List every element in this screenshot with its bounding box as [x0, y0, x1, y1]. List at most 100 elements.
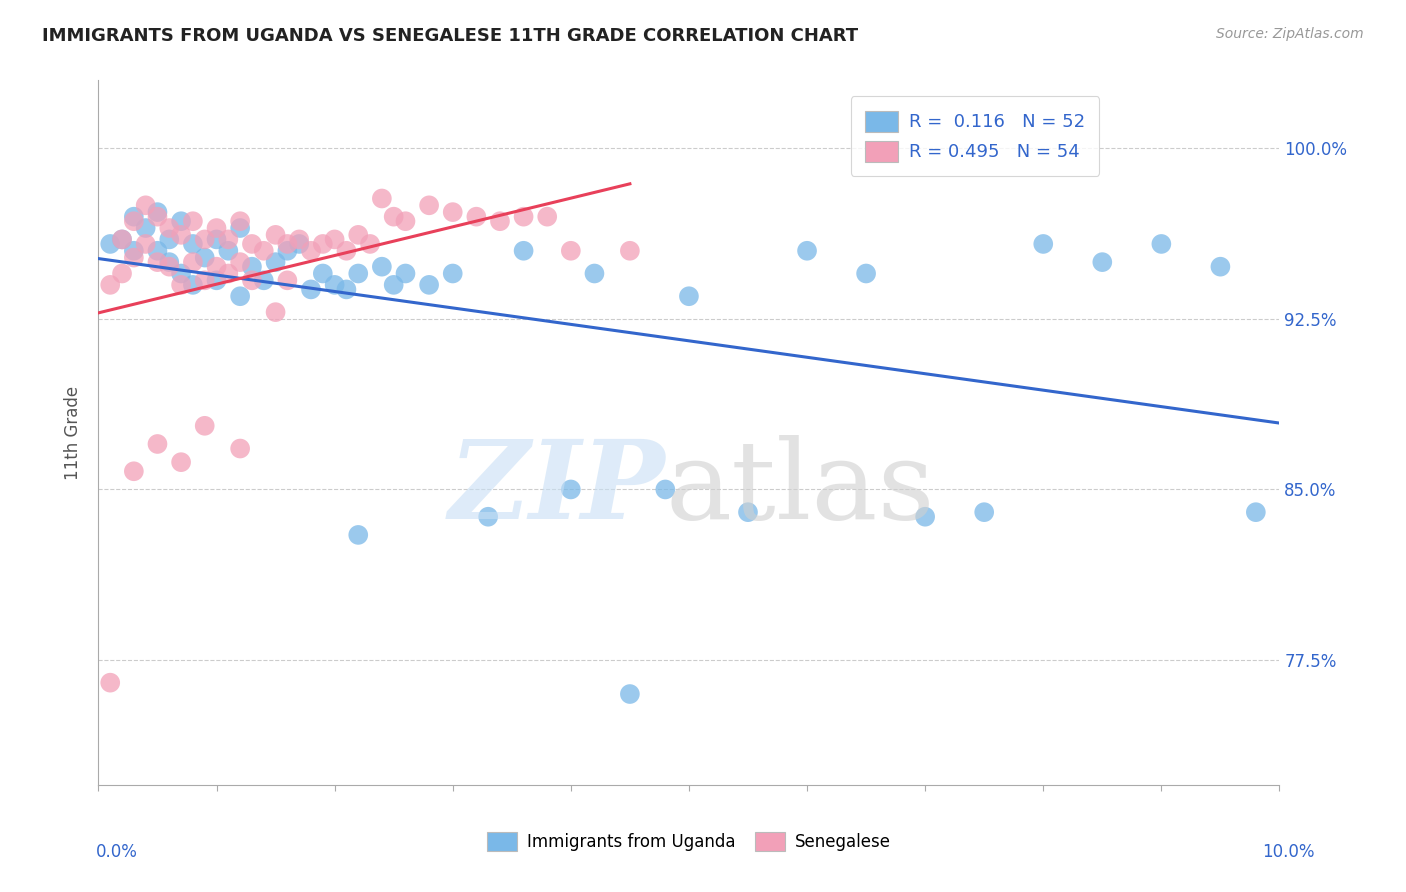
Point — [418, 198, 440, 212]
Point — [394, 267, 416, 281]
Point — [1150, 236, 1173, 251]
Point — [489, 214, 512, 228]
Point — [98, 236, 121, 251]
Point — [194, 251, 217, 265]
Point — [111, 232, 134, 246]
Point — [181, 255, 204, 269]
Point — [122, 464, 145, 478]
Point — [619, 244, 641, 258]
Point — [418, 277, 440, 292]
Point — [122, 251, 145, 265]
Point — [347, 528, 370, 542]
Point — [323, 277, 346, 292]
Point — [299, 282, 322, 296]
Point — [347, 267, 370, 281]
Point — [288, 232, 311, 246]
Point — [181, 236, 204, 251]
Point — [347, 227, 370, 242]
Point — [146, 255, 169, 269]
Y-axis label: 11th Grade: 11th Grade — [65, 385, 83, 480]
Point — [205, 221, 228, 235]
Point — [181, 277, 204, 292]
Point — [299, 244, 322, 258]
Point — [335, 244, 357, 258]
Point — [170, 277, 193, 292]
Point — [194, 232, 217, 246]
Point — [477, 509, 499, 524]
Point — [796, 244, 818, 258]
Point — [170, 267, 193, 281]
Point — [1032, 236, 1054, 251]
Point — [229, 442, 252, 456]
Point — [146, 210, 169, 224]
Point — [371, 260, 394, 274]
Point — [122, 214, 145, 228]
Point — [157, 255, 180, 269]
Point — [583, 267, 606, 281]
Point — [181, 214, 204, 228]
Point — [264, 255, 287, 269]
Point — [229, 214, 252, 228]
Point — [240, 260, 263, 274]
Point — [194, 418, 217, 433]
Point — [441, 205, 464, 219]
Point — [914, 509, 936, 524]
Text: Source: ZipAtlas.com: Source: ZipAtlas.com — [1216, 27, 1364, 41]
Point — [1209, 260, 1232, 274]
Point — [217, 232, 239, 246]
Point — [512, 210, 534, 224]
Point — [146, 205, 169, 219]
Point — [157, 221, 180, 235]
Text: IMMIGRANTS FROM UGANDA VS SENEGALESE 11TH GRADE CORRELATION CHART: IMMIGRANTS FROM UGANDA VS SENEGALESE 11T… — [42, 27, 858, 45]
Text: ZIP: ZIP — [449, 435, 665, 542]
Point — [205, 232, 228, 246]
Point — [229, 255, 252, 269]
Point — [98, 277, 121, 292]
Point — [157, 260, 180, 274]
Point — [111, 267, 134, 281]
Point — [465, 210, 488, 224]
Text: 0.0%: 0.0% — [96, 843, 138, 861]
Point — [205, 260, 228, 274]
Point — [122, 244, 145, 258]
Point — [240, 273, 263, 287]
Point — [394, 214, 416, 228]
Point — [276, 236, 298, 251]
Point — [1244, 505, 1267, 519]
Point — [560, 244, 582, 258]
Point — [560, 483, 582, 497]
Point — [536, 210, 558, 224]
Point — [229, 221, 252, 235]
Point — [654, 483, 676, 497]
Point — [678, 289, 700, 303]
Point — [146, 437, 169, 451]
Point — [157, 232, 180, 246]
Point — [441, 267, 464, 281]
Point — [973, 505, 995, 519]
Point — [111, 232, 134, 246]
Point — [382, 277, 405, 292]
Point — [264, 227, 287, 242]
Point — [512, 244, 534, 258]
Point — [335, 282, 357, 296]
Text: atlas: atlas — [665, 435, 935, 542]
Point — [288, 236, 311, 251]
Point — [98, 675, 121, 690]
Point — [264, 305, 287, 319]
Point — [619, 687, 641, 701]
Point — [312, 267, 335, 281]
Point — [323, 232, 346, 246]
Point — [194, 273, 217, 287]
Point — [253, 273, 276, 287]
Point — [135, 198, 157, 212]
Point — [382, 210, 405, 224]
Point — [229, 289, 252, 303]
Point — [240, 236, 263, 251]
Point — [217, 244, 239, 258]
Point — [170, 227, 193, 242]
Point — [122, 210, 145, 224]
Point — [253, 244, 276, 258]
Point — [217, 267, 239, 281]
Point — [371, 192, 394, 206]
Legend: Immigrants from Uganda, Senegalese: Immigrants from Uganda, Senegalese — [479, 825, 898, 858]
